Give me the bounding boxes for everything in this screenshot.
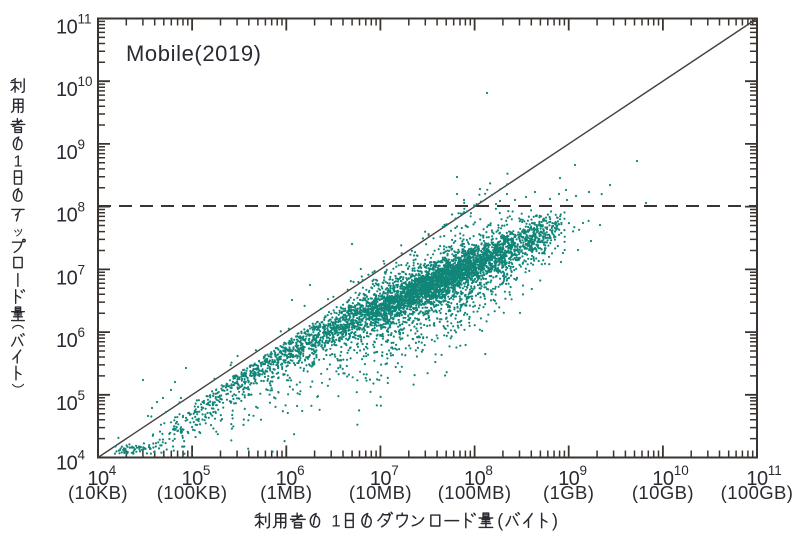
svg-text:10: 10 bbox=[652, 468, 674, 490]
svg-text:10: 10 bbox=[56, 142, 78, 164]
svg-text:10: 10 bbox=[558, 468, 580, 490]
svg-text:10: 10 bbox=[674, 463, 689, 478]
svg-text:6: 6 bbox=[78, 325, 86, 340]
svg-text:(10MB): (10MB) bbox=[349, 482, 412, 503]
svg-text:Mobile(2019): Mobile(2019) bbox=[126, 41, 262, 66]
svg-text:7: 7 bbox=[391, 463, 399, 478]
svg-text:9: 9 bbox=[580, 463, 588, 478]
svg-text:10: 10 bbox=[56, 393, 78, 415]
svg-text:11: 11 bbox=[768, 463, 782, 478]
svg-text:(100MB): (100MB) bbox=[438, 482, 512, 503]
svg-text:1: 1 bbox=[14, 154, 23, 171]
svg-text:4: 4 bbox=[109, 463, 117, 478]
svg-text:10: 10 bbox=[56, 79, 78, 101]
svg-text:6: 6 bbox=[297, 463, 305, 478]
svg-text:9: 9 bbox=[78, 137, 86, 152]
svg-text:1: 1 bbox=[331, 512, 340, 531]
svg-text:(100GB): (100GB) bbox=[721, 482, 794, 503]
svg-text:10: 10 bbox=[370, 468, 392, 490]
svg-text:(10GB): (10GB) bbox=[632, 482, 694, 503]
svg-text:8: 8 bbox=[78, 200, 86, 215]
svg-text:10: 10 bbox=[464, 468, 486, 490]
svg-text:5: 5 bbox=[78, 388, 86, 403]
svg-text:10: 10 bbox=[87, 468, 109, 490]
svg-text:(1MB): (1MB) bbox=[260, 482, 312, 503]
svg-text:8: 8 bbox=[485, 463, 493, 478]
svg-text:(1GB): (1GB) bbox=[543, 482, 594, 503]
svg-text:4: 4 bbox=[78, 448, 86, 463]
svg-text:(10KB): (10KB) bbox=[68, 482, 128, 503]
svg-text:7: 7 bbox=[78, 262, 86, 277]
svg-text:5: 5 bbox=[203, 463, 211, 478]
svg-text:11: 11 bbox=[78, 12, 92, 27]
svg-text:10: 10 bbox=[56, 205, 78, 227]
svg-text:10: 10 bbox=[56, 330, 78, 352]
svg-text:): ) bbox=[552, 511, 558, 531]
svg-text:10: 10 bbox=[56, 267, 78, 289]
svg-text:10: 10 bbox=[56, 17, 78, 39]
svg-text:10: 10 bbox=[56, 453, 78, 475]
svg-text:10: 10 bbox=[181, 468, 203, 490]
svg-text:10: 10 bbox=[78, 74, 93, 89]
svg-text:(: ( bbox=[497, 511, 503, 531]
svg-text:(100KB): (100KB) bbox=[157, 482, 228, 503]
svg-text:10: 10 bbox=[276, 468, 298, 490]
svg-text:10: 10 bbox=[746, 468, 768, 490]
